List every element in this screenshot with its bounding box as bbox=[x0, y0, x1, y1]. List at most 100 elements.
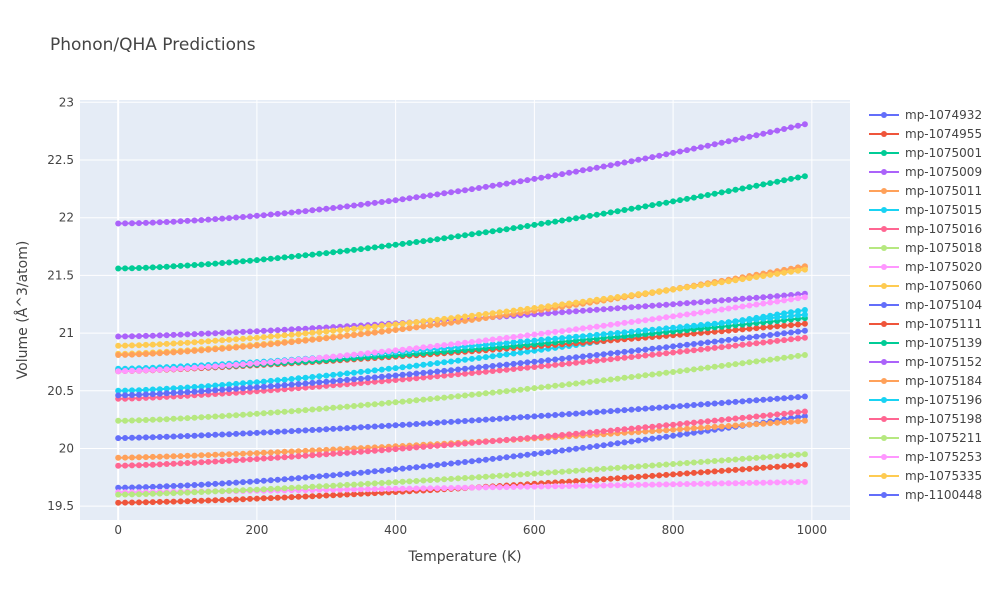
data-point bbox=[163, 416, 170, 423]
series-mp-1075335 bbox=[115, 266, 808, 349]
data-point bbox=[441, 315, 448, 322]
data-point bbox=[170, 263, 177, 270]
data-point bbox=[441, 359, 448, 366]
data-point bbox=[746, 184, 753, 191]
data-point bbox=[413, 239, 420, 245]
data-point bbox=[566, 478, 573, 485]
data-point bbox=[455, 459, 462, 466]
series-mp-1075253 bbox=[115, 294, 808, 375]
data-point bbox=[725, 343, 732, 350]
data-point bbox=[240, 479, 246, 486]
data-point bbox=[233, 496, 240, 503]
data-point bbox=[184, 348, 191, 355]
data-point bbox=[725, 423, 732, 429]
data-point bbox=[545, 357, 552, 364]
legend-item: mp-1075196 bbox=[869, 393, 982, 407]
data-point bbox=[628, 348, 635, 355]
data-point bbox=[690, 480, 697, 487]
data-point bbox=[628, 354, 635, 360]
data-point bbox=[552, 361, 559, 368]
data-point bbox=[260, 378, 267, 385]
data-point bbox=[378, 400, 385, 407]
data-point bbox=[649, 202, 656, 209]
data-point bbox=[552, 302, 559, 309]
data-point bbox=[115, 499, 122, 506]
data-point bbox=[198, 338, 205, 345]
data-point bbox=[517, 349, 524, 356]
data-point bbox=[371, 244, 378, 251]
data-point bbox=[226, 345, 233, 352]
data-point bbox=[718, 457, 725, 464]
data-point bbox=[330, 382, 337, 389]
data-point bbox=[711, 363, 718, 370]
data-point bbox=[510, 453, 517, 460]
data-point bbox=[385, 422, 392, 429]
data-point bbox=[579, 325, 586, 332]
data-point bbox=[753, 182, 760, 189]
data-point bbox=[136, 387, 142, 394]
data-point bbox=[205, 481, 212, 488]
data-point bbox=[129, 484, 135, 491]
data-point bbox=[212, 497, 219, 504]
data-point bbox=[441, 342, 448, 349]
data-point bbox=[628, 474, 635, 481]
data-point bbox=[600, 306, 607, 313]
data-point bbox=[586, 477, 593, 484]
data-point bbox=[260, 477, 267, 484]
data-point bbox=[718, 297, 725, 304]
data-point bbox=[649, 428, 656, 435]
data-point bbox=[413, 478, 420, 484]
data-point bbox=[496, 227, 503, 234]
data-point bbox=[198, 481, 205, 488]
data-point bbox=[253, 478, 260, 485]
data-point bbox=[690, 459, 697, 466]
legend-label: mp-1075104 bbox=[905, 298, 982, 312]
data-point bbox=[559, 171, 566, 178]
data-point bbox=[510, 334, 517, 341]
data-point bbox=[517, 360, 524, 367]
data-point bbox=[156, 461, 163, 468]
y-tick-label: 22.5 bbox=[47, 153, 74, 167]
data-point bbox=[704, 458, 711, 465]
data-point bbox=[337, 450, 344, 457]
data-point bbox=[684, 323, 690, 330]
data-point bbox=[302, 252, 309, 259]
data-point bbox=[295, 407, 302, 414]
data-point bbox=[711, 423, 718, 430]
data-point bbox=[579, 333, 586, 340]
data-point bbox=[767, 396, 774, 403]
data-point bbox=[711, 338, 718, 345]
data-point bbox=[115, 454, 122, 461]
data-point bbox=[746, 341, 753, 347]
data-point bbox=[392, 485, 399, 492]
data-point bbox=[801, 334, 808, 341]
data-point bbox=[649, 345, 656, 352]
data-point bbox=[510, 414, 517, 421]
data-point bbox=[711, 480, 718, 487]
data-point bbox=[455, 366, 462, 373]
data-point bbox=[788, 410, 794, 416]
data-point bbox=[468, 231, 475, 238]
data-point bbox=[531, 305, 538, 311]
data-point bbox=[337, 446, 344, 453]
data-point bbox=[309, 447, 316, 454]
data-point bbox=[413, 370, 420, 377]
legend-swatch-marker bbox=[881, 435, 887, 441]
data-point bbox=[240, 328, 246, 335]
data-point bbox=[253, 486, 260, 493]
data-point bbox=[337, 404, 344, 411]
data-point bbox=[739, 276, 746, 283]
data-point bbox=[593, 428, 600, 435]
data-point bbox=[205, 346, 212, 353]
data-point bbox=[129, 342, 135, 349]
legend-label: mp-1075335 bbox=[905, 469, 982, 483]
data-point bbox=[677, 426, 683, 433]
data-point bbox=[385, 377, 392, 384]
data-point bbox=[233, 451, 240, 457]
data-point bbox=[579, 214, 586, 221]
data-point bbox=[420, 463, 427, 470]
data-point bbox=[795, 308, 801, 315]
data-point bbox=[677, 197, 683, 204]
data-point bbox=[427, 322, 434, 329]
data-point bbox=[690, 425, 697, 432]
